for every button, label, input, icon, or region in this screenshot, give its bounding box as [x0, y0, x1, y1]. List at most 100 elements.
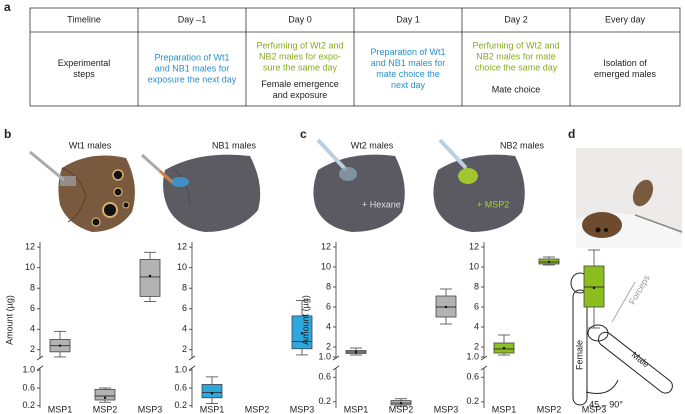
y-tick-label: 8 — [326, 281, 331, 291]
table-cell-text: NB2 males for expo- — [259, 51, 341, 61]
y-tick-label: 6 — [182, 303, 187, 313]
table-cell-text: next day — [391, 80, 426, 90]
mean — [210, 392, 214, 395]
chart-title: Wt1 males — [69, 140, 112, 150]
table-cell-text: Experimental — [58, 58, 111, 68]
table-cell-text: Preparation of Wt1 — [370, 47, 445, 57]
diagram-label: Female — [574, 340, 584, 370]
panel-label: b — [4, 127, 11, 141]
x-tick-label: MSP2 — [389, 404, 414, 414]
image-label: + Hexane — [362, 199, 401, 209]
x-tick-label: MSP2 — [93, 404, 118, 414]
chart-title: NB2 males — [500, 140, 545, 150]
axis-break — [36, 355, 44, 361]
mean — [300, 332, 304, 335]
box — [583, 265, 605, 308]
table-header: Day 2 — [504, 14, 528, 24]
x-tick-label: MSP1 — [200, 404, 225, 414]
y-tick-label: 0.2 — [174, 400, 187, 410]
axis-break — [188, 365, 196, 371]
x-tick-label: MSP2 — [245, 404, 270, 414]
mean — [58, 344, 62, 347]
axis-break — [332, 355, 340, 361]
y-tick-label: 0.6 — [318, 372, 331, 382]
table-cell-text: and exposure — [273, 90, 328, 100]
angle-arc — [585, 379, 619, 394]
y-axis-label: Amount (µg) — [4, 295, 14, 345]
timeline-table — [29, 7, 681, 107]
table-header: Every day — [605, 14, 646, 24]
table-cell-text: Female emergence — [261, 79, 339, 89]
mean — [399, 401, 403, 405]
x-tick-label: MSP1 — [344, 404, 369, 414]
table-cell-text: sure the same day — [263, 62, 338, 72]
y-tick-label: 10 — [321, 261, 331, 271]
table-cell-text: exposure the next day — [148, 74, 237, 84]
diagram-label: Male — [630, 350, 652, 370]
table-cell-text: mate choice the — [376, 69, 440, 79]
y-tick-label: 1.0 — [466, 351, 479, 361]
table-header: Day –1 — [178, 14, 207, 24]
mean — [592, 286, 596, 290]
wing-wt1 — [29, 150, 135, 232]
table-cell-text: Perfuming of Wt2 and — [472, 40, 559, 50]
y-tick-label: 12 — [25, 242, 35, 252]
x-tick-label: MSP2 — [537, 404, 562, 414]
y-tick-label: 2 — [182, 344, 187, 354]
y-tick-label: 0.2 — [466, 396, 479, 406]
y-tick-label: 1.0 — [318, 351, 331, 361]
y-tick-label: 12 — [321, 241, 331, 251]
mean — [444, 305, 448, 309]
axis-break — [480, 365, 488, 371]
male-head — [587, 324, 609, 342]
box — [201, 384, 223, 399]
table-cell-text: and NB1 males for — [155, 63, 230, 73]
table-cell-text: and NB1 males for — [371, 58, 446, 68]
y-tick-label: 4 — [30, 324, 35, 334]
axis-break — [332, 365, 340, 371]
female-body — [572, 289, 588, 406]
y-tick-label: 12 — [177, 242, 187, 252]
y-tick-label: 10 — [469, 261, 479, 271]
x-tick-label: MSP3 — [290, 404, 315, 414]
x-tick-label: MSP3 — [138, 404, 163, 414]
y-tick-label: 6 — [474, 301, 479, 311]
table-header: Timeline — [67, 14, 101, 24]
male-body — [598, 331, 673, 394]
y-tick-label: 2 — [30, 344, 35, 354]
y-tick-label: 4 — [326, 321, 331, 331]
table-header: Day 0 — [288, 14, 312, 24]
mean — [354, 350, 358, 354]
y-tick-label: 4 — [474, 321, 479, 331]
table-header: Day 1 — [396, 14, 420, 24]
y-tick-label: 8 — [30, 283, 35, 293]
mean — [148, 274, 152, 278]
axis-break — [480, 355, 488, 361]
forceps — [611, 281, 636, 323]
table-cell-text: steps — [73, 69, 95, 79]
y-tick-label: 6 — [326, 301, 331, 311]
box — [94, 388, 116, 401]
y-tick-label: 2 — [474, 341, 479, 351]
y-tick-label: 4 — [182, 324, 187, 334]
y-tick-label: 8 — [182, 283, 187, 293]
x-tick-label: MSP1 — [48, 404, 73, 414]
y-tick-label: 8 — [474, 281, 479, 291]
wing-wt2: + Hexane — [313, 138, 405, 232]
mean — [103, 396, 107, 399]
table-cell-text: choice the same day — [475, 62, 558, 72]
table-border — [29, 7, 681, 107]
table-cell-text: Perfuming of Wt2 and — [256, 40, 343, 50]
image-label: + MSP2 — [477, 199, 509, 209]
y-tick-label: 12 — [469, 241, 479, 251]
axis-break — [36, 365, 44, 371]
y-tick-label: 1.0 — [22, 365, 35, 375]
y-tick-label: 10 — [177, 262, 187, 272]
y-axis-label: Amount (µg) — [300, 295, 310, 345]
wing-nb1 — [140, 153, 261, 232]
y-tick-label: 2 — [326, 341, 331, 351]
y-tick-label: 6 — [30, 303, 35, 313]
mean — [502, 346, 506, 350]
mean — [547, 260, 551, 264]
